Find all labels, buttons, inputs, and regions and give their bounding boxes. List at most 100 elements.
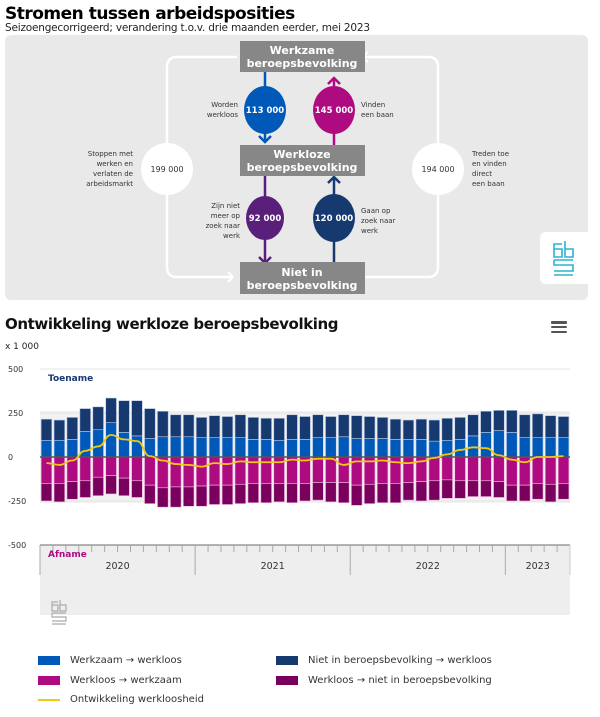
bar-niet-in-werkloos[interactable]	[234, 414, 247, 438]
bar-werkloos-werkzaam[interactable]	[312, 456, 324, 483]
bar-werkzaam-werkloos[interactable]	[312, 437, 324, 458]
bar-niet-in-werkloos[interactable]	[170, 414, 182, 438]
bar-werkzaam-werkloos[interactable]	[338, 436, 350, 458]
bar-werkloos-werkzaam[interactable]	[480, 456, 492, 482]
bar-werkloos-niet-in[interactable]	[273, 483, 285, 503]
bar-werkloos-niet-in[interactable]	[53, 483, 66, 503]
bar-werkloos-werkzaam[interactable]	[92, 456, 104, 478]
bar-werkloos-niet-in[interactable]	[532, 483, 544, 500]
bar-niet-in-werkloos[interactable]	[428, 419, 440, 442]
bar-werkloos-werkzaam[interactable]	[79, 456, 91, 482]
bar-werkzaam-werkloos[interactable]	[532, 437, 544, 458]
bar-werkloos-niet-in[interactable]	[376, 483, 389, 504]
bar-niet-in-werkloos[interactable]	[338, 414, 350, 438]
bar-werkzaam-werkloos[interactable]	[40, 439, 53, 458]
bar-niet-in-werkloos[interactable]	[66, 417, 78, 440]
hamburger-menu-icon[interactable]	[551, 321, 567, 335]
bar-werkloos-niet-in[interactable]	[312, 482, 324, 501]
bar-werkloos-werkzaam[interactable]	[195, 456, 208, 487]
bar-niet-in-werkloos[interactable]	[467, 414, 479, 437]
bar-werkloos-niet-in[interactable]	[506, 484, 518, 502]
line-ontwikkeling-werkloosheid[interactable]	[46, 434, 564, 468]
bar-werkloos-werkzaam[interactable]	[402, 456, 415, 483]
bar-werkloos-niet-in[interactable]	[325, 482, 337, 503]
bar-werkloos-niet-in[interactable]	[40, 483, 53, 502]
bar-werkzaam-werkloos[interactable]	[402, 439, 415, 458]
bar-werkzaam-werkloos[interactable]	[428, 440, 440, 458]
bar-werkloos-niet-in[interactable]	[299, 483, 311, 502]
bar-niet-in-werkloos[interactable]	[247, 417, 259, 440]
legend-item-werkloos-niet-in[interactable]: Werkloos → niet in beroepsbevolking	[276, 675, 492, 686]
bar-werkloos-niet-in[interactable]	[144, 484, 156, 504]
bar-werkzaam-werkloos[interactable]	[118, 432, 130, 458]
bar-werkloos-niet-in[interactable]	[105, 475, 117, 495]
bar-werkloos-niet-in[interactable]	[118, 477, 130, 497]
bar-werkloos-niet-in[interactable]	[208, 484, 221, 505]
bar-niet-in-werkloos[interactable]	[79, 408, 91, 432]
bar-werkzaam-werkloos[interactable]	[299, 439, 311, 458]
bar-werkloos-werkzaam[interactable]	[182, 456, 195, 488]
bar-niet-in-werkloos[interactable]	[519, 414, 531, 438]
bar-werkloos-niet-in[interactable]	[79, 480, 91, 498]
bar-niet-in-werkloos[interactable]	[415, 418, 428, 440]
navigator-area[interactable]	[40, 545, 570, 615]
legend-item-niet-in-werkloos[interactable]: Niet in beroepsbevolking → werkloos	[276, 655, 492, 666]
bar-werkloos-niet-in[interactable]	[428, 480, 440, 501]
bar-niet-in-werkloos[interactable]	[53, 419, 66, 441]
bar-werkloos-niet-in[interactable]	[493, 481, 505, 498]
bar-niet-in-werkloos[interactable]	[286, 414, 298, 440]
bar-werkzaam-werkloos[interactable]	[195, 437, 208, 458]
bar-niet-in-werkloos[interactable]	[208, 415, 221, 438]
bar-werkzaam-werkloos[interactable]	[247, 439, 259, 458]
legend-item-werkloos-werkzaam[interactable]: Werkloos → werkzaam	[38, 675, 182, 686]
bar-werkzaam-werkloos[interactable]	[182, 436, 195, 458]
bar-werkzaam-werkloos[interactable]	[544, 437, 557, 458]
bar-werkzaam-werkloos[interactable]	[157, 436, 169, 458]
bar-werkloos-niet-in[interactable]	[402, 482, 415, 501]
bar-werkzaam-werkloos[interactable]	[105, 422, 117, 458]
bar-niet-in-werkloos[interactable]	[92, 406, 104, 431]
bar-werkloos-werkzaam[interactable]	[532, 456, 544, 484]
bar-niet-in-werkloos[interactable]	[557, 416, 570, 438]
bar-werkloos-niet-in[interactable]	[338, 482, 350, 504]
bar-werkloos-werkzaam[interactable]	[260, 456, 272, 484]
bar-niet-in-werkloos[interactable]	[118, 400, 130, 433]
bar-niet-in-werkloos[interactable]	[299, 416, 311, 440]
bar-werkloos-werkzaam[interactable]	[247, 456, 259, 484]
bar-werkzaam-werkloos[interactable]	[325, 437, 337, 458]
bar-niet-in-werkloos[interactable]	[376, 417, 389, 439]
bar-werkzaam-werkloos[interactable]	[170, 436, 182, 458]
bar-werkloos-niet-in[interactable]	[131, 480, 143, 498]
bar-werkzaam-werkloos[interactable]	[131, 435, 143, 458]
bar-niet-in-werkloos[interactable]	[260, 417, 272, 440]
bar-werkzaam-werkloos[interactable]	[260, 439, 272, 458]
bar-niet-in-werkloos[interactable]	[454, 417, 466, 440]
bar-werkzaam-werkloos[interactable]	[208, 437, 221, 458]
bar-werkzaam-werkloos[interactable]	[53, 439, 66, 458]
bar-werkloos-werkzaam[interactable]	[53, 456, 66, 484]
bar-werkzaam-werkloos[interactable]	[557, 437, 570, 458]
bar-werkzaam-werkloos[interactable]	[351, 438, 363, 458]
bar-werkloos-werkzaam[interactable]	[389, 456, 402, 484]
bar-werkzaam-werkloos[interactable]	[234, 437, 247, 458]
bar-werkzaam-werkloos[interactable]	[221, 437, 234, 458]
bar-werkloos-niet-in[interactable]	[557, 483, 570, 500]
bar-niet-in-werkloos[interactable]	[363, 416, 376, 439]
bar-werkloos-niet-in[interactable]	[195, 485, 208, 507]
bar-werkloos-werkzaam[interactable]	[118, 456, 130, 479]
bar-niet-in-werkloos[interactable]	[312, 414, 324, 438]
legend-item-ontwikkeling[interactable]: Ontwikkeling werkloosheid	[38, 694, 204, 705]
bar-werkloos-werkzaam[interactable]	[441, 456, 453, 481]
bar-werkloos-werkzaam[interactable]	[40, 456, 53, 484]
bar-niet-in-werkloos[interactable]	[506, 410, 518, 433]
bar-werkloos-niet-in[interactable]	[260, 483, 272, 504]
bar-werkloos-niet-in[interactable]	[66, 481, 78, 500]
bar-werkloos-niet-in[interactable]	[415, 481, 428, 502]
bar-werkloos-niet-in[interactable]	[363, 483, 376, 504]
bar-niet-in-werkloos[interactable]	[493, 410, 505, 431]
bar-werkloos-niet-in[interactable]	[234, 483, 247, 504]
bar-werkzaam-werkloos[interactable]	[66, 439, 78, 458]
bar-niet-in-werkloos[interactable]	[105, 397, 117, 423]
bar-niet-in-werkloos[interactable]	[480, 410, 492, 433]
bar-werkloos-niet-in[interactable]	[157, 487, 169, 508]
